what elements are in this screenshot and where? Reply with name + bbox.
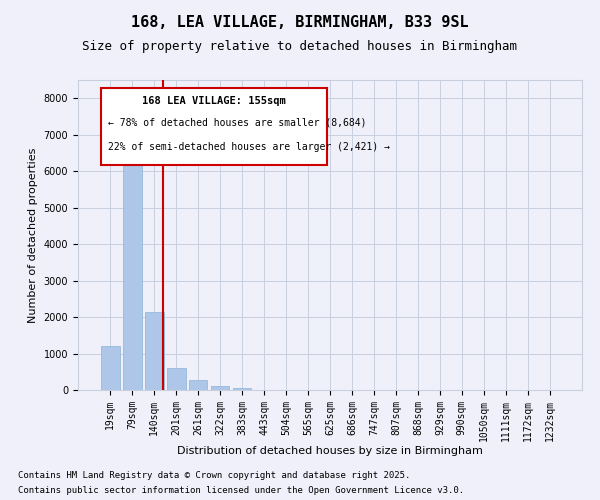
Text: Contains HM Land Registry data © Crown copyright and database right 2025.: Contains HM Land Registry data © Crown c…	[18, 471, 410, 480]
Bar	[233, 388, 251, 390]
FancyBboxPatch shape	[101, 88, 328, 165]
X-axis label: Distribution of detached houses by size in Birmingham: Distribution of detached houses by size …	[177, 446, 483, 456]
Text: ← 78% of detached houses are smaller (8,684): ← 78% of detached houses are smaller (8,…	[108, 117, 367, 127]
Text: Contains public sector information licensed under the Open Government Licence v3: Contains public sector information licen…	[18, 486, 464, 495]
Bar	[101, 346, 119, 390]
Bar	[123, 150, 142, 390]
Text: 168, LEA VILLAGE, BIRMINGHAM, B33 9SL: 168, LEA VILLAGE, BIRMINGHAM, B33 9SL	[131, 15, 469, 30]
Text: Size of property relative to detached houses in Birmingham: Size of property relative to detached ho…	[83, 40, 517, 53]
Bar	[211, 386, 229, 390]
Text: 22% of semi-detached houses are larger (2,421) →: 22% of semi-detached houses are larger (…	[108, 142, 390, 152]
Y-axis label: Number of detached properties: Number of detached properties	[28, 148, 38, 322]
Bar	[167, 368, 185, 390]
Text: 168 LEA VILLAGE: 155sqm: 168 LEA VILLAGE: 155sqm	[142, 96, 286, 106]
Bar	[189, 380, 208, 390]
Bar	[145, 312, 164, 390]
